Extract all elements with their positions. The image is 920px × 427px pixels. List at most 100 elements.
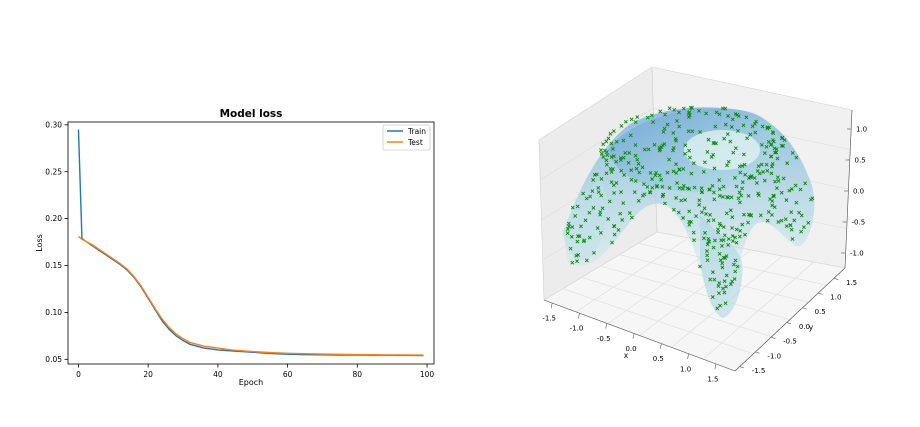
scatter-point (690, 129, 695, 134)
scatter-point (711, 270, 715, 275)
scatter-point (733, 175, 737, 180)
scatter-point (702, 206, 707, 211)
scatter-point (686, 129, 691, 134)
scatter-point (784, 198, 789, 203)
y-tick-label: 0.20 (45, 214, 62, 223)
y-tick-label: 0.5 (815, 308, 826, 316)
scatter-point (622, 173, 627, 177)
scatter-point (609, 155, 614, 159)
scatter-point (768, 154, 773, 159)
scatter-point (604, 150, 609, 154)
surface-z-ticks: -1.0 -0.5 0.0 0.5 1.0 (841, 126, 867, 258)
scatter-point (710, 183, 715, 188)
scatter-point (611, 129, 616, 134)
scatter-point (717, 112, 722, 117)
x-tick-label: 0.0 (625, 345, 636, 353)
scatter-point (673, 137, 678, 141)
scatter-point (565, 231, 570, 236)
scatter-point (758, 213, 763, 218)
scatter-point (722, 290, 727, 295)
scatter-point (677, 124, 682, 129)
scatter-point (809, 197, 813, 202)
scatter-point (738, 170, 743, 175)
x-tick-label: -1.0 (570, 325, 584, 333)
scatter-point (599, 193, 604, 198)
x-axis-line (543, 299, 736, 372)
y-tick-label: 0.30 (45, 120, 62, 129)
scatter-point (765, 218, 770, 223)
y-tick-label: 0.25 (45, 167, 62, 176)
scatter-point (581, 239, 586, 244)
scatter-point (761, 170, 766, 174)
scatter-point (567, 224, 571, 229)
scatter-point (691, 161, 696, 166)
scatter-point (706, 137, 711, 142)
scatter-point (692, 238, 696, 243)
scatter-point (716, 230, 721, 235)
scatter-point (676, 210, 681, 215)
scatter-point (674, 196, 679, 200)
scatter-point (709, 154, 714, 159)
x-tick-label: 20 (143, 370, 153, 379)
scatter-point (797, 210, 801, 215)
scatter-point (705, 253, 710, 258)
scatter-point (698, 264, 702, 269)
scatter-point (731, 150, 736, 155)
scatter-point (783, 217, 788, 222)
scatter-point (610, 147, 615, 151)
scatter-point (599, 177, 604, 181)
scatter-point (734, 240, 739, 245)
scatter-point (621, 138, 626, 143)
scatter-point (704, 111, 709, 116)
scatter-point (663, 112, 667, 117)
scatter-point (671, 131, 676, 135)
scatter-point (679, 198, 684, 203)
scatter-point (607, 199, 612, 204)
scatter-point (730, 234, 735, 238)
scatter-point (683, 198, 687, 202)
scatter-point (648, 171, 653, 175)
scatter-point (675, 181, 679, 185)
scatter-point (642, 192, 647, 197)
scatter-point (717, 187, 722, 192)
scatter-point (618, 156, 623, 161)
scatter-point (799, 229, 804, 234)
scatter-point (568, 246, 573, 251)
scatter-point (642, 147, 647, 152)
scatter-point (744, 115, 749, 120)
scatter-point (779, 218, 784, 223)
scatter-point (601, 142, 606, 147)
scatter-point (584, 258, 589, 263)
scatter-point (697, 198, 702, 203)
scatter-point (725, 195, 730, 199)
scatter-point (686, 111, 691, 115)
x-tick-label: 1.0 (680, 365, 691, 373)
scatter-point (738, 200, 742, 205)
x-tick-mark (687, 353, 689, 360)
surface-x-ticks: -1.5 -1.0 -0.5 0.0 0.5 1.0 1.5 (542, 302, 718, 383)
scatter-point (620, 218, 625, 222)
scatter-point (789, 187, 794, 191)
scatter-point (700, 189, 705, 194)
scatter-point (596, 190, 601, 195)
scatter-point (608, 166, 613, 171)
scatter-point (588, 194, 593, 199)
scatter-point (609, 170, 614, 174)
scatter-point (720, 244, 724, 248)
scatter-point (660, 184, 665, 189)
scatter-point (570, 225, 575, 229)
scatter-point (736, 129, 740, 133)
z-tick-label: -0.5 (852, 219, 866, 227)
scatter-point (685, 186, 690, 191)
scatter-point (667, 185, 672, 190)
scatter-point (614, 159, 619, 164)
scatter-point (773, 179, 777, 184)
scatter-point (649, 113, 654, 118)
scatter-point (762, 151, 767, 156)
scatter-point (647, 190, 652, 194)
scatter-point (718, 223, 723, 228)
scatter-point (626, 160, 631, 165)
scatter-point (721, 286, 725, 291)
scatter-point (764, 162, 769, 167)
scatter-point (708, 212, 712, 217)
